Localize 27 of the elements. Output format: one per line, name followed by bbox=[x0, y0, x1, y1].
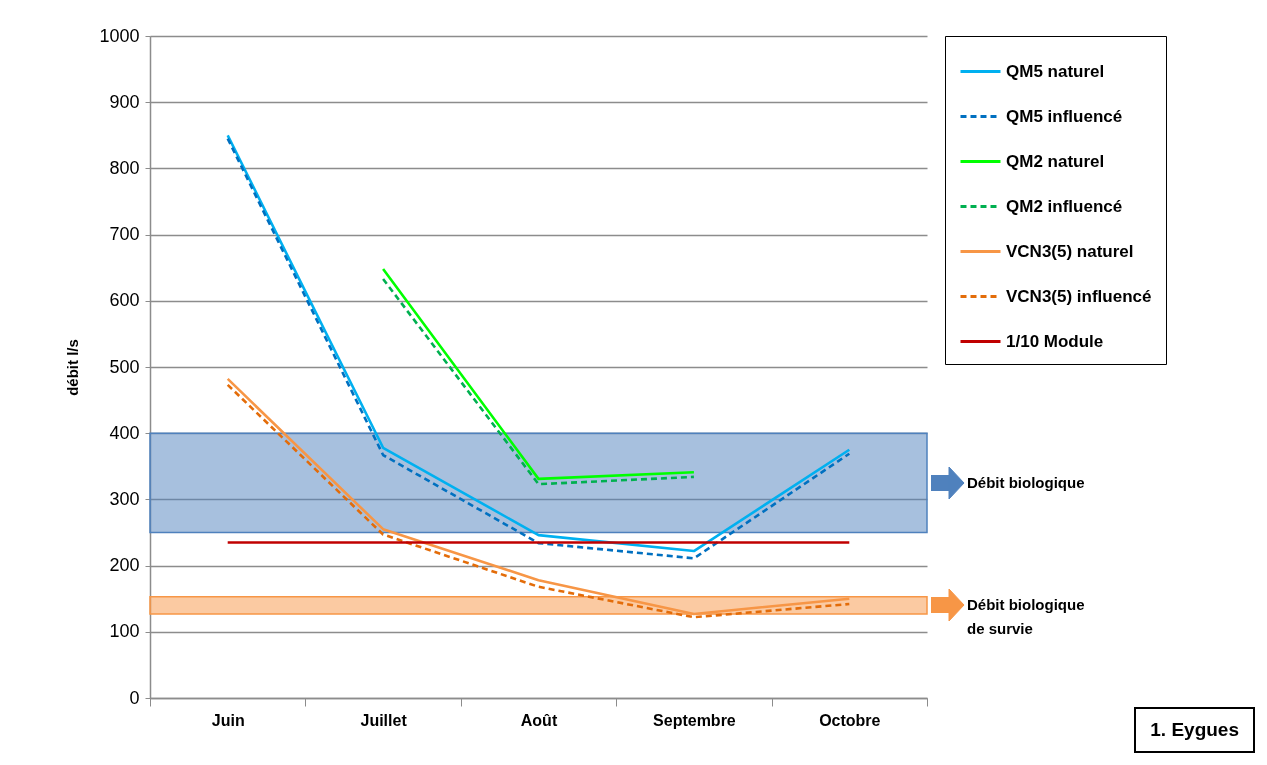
y-tick-label: 1000 bbox=[99, 25, 140, 46]
y-tick-label: 200 bbox=[109, 555, 140, 576]
x-tick-label: Juillet bbox=[360, 711, 408, 729]
y-tick-label: 300 bbox=[109, 488, 140, 509]
legend-label: QM5 naturel bbox=[1006, 61, 1105, 81]
legend-label: QM2 influencé bbox=[1006, 196, 1123, 216]
x-tick-label: Août bbox=[520, 711, 558, 729]
y-tick-label: 900 bbox=[109, 91, 140, 112]
x-tick-label: Septembre bbox=[653, 711, 736, 729]
legend-label: QM5 influencé bbox=[1006, 106, 1123, 126]
y-tick-label: 600 bbox=[109, 290, 140, 311]
legend-label: QM2 naturel bbox=[1006, 151, 1105, 171]
band-label: Débit biologique de survie bbox=[967, 596, 1085, 638]
legend-label: VCN3(5) naturel bbox=[1006, 241, 1134, 261]
x-tick-label: Juin bbox=[211, 711, 245, 729]
y-axis-title: débit l/s bbox=[64, 339, 82, 396]
y-tick-label: 700 bbox=[109, 224, 140, 245]
y-tick-label: 0 bbox=[129, 687, 140, 708]
y-tick-label: 400 bbox=[109, 422, 140, 443]
y-tick-label: 800 bbox=[109, 157, 140, 178]
text: 1. Eygues bbox=[1134, 707, 1255, 753]
legend-label: 1/10 Module bbox=[1006, 331, 1104, 351]
band-label: Débit biologique bbox=[967, 473, 1085, 491]
y-tick-label: 100 bbox=[109, 621, 140, 642]
x-tick-label: Octobre bbox=[819, 711, 881, 729]
y-tick-label: 500 bbox=[109, 356, 140, 377]
legend-label: VCN3(5) influencé bbox=[1006, 286, 1152, 306]
